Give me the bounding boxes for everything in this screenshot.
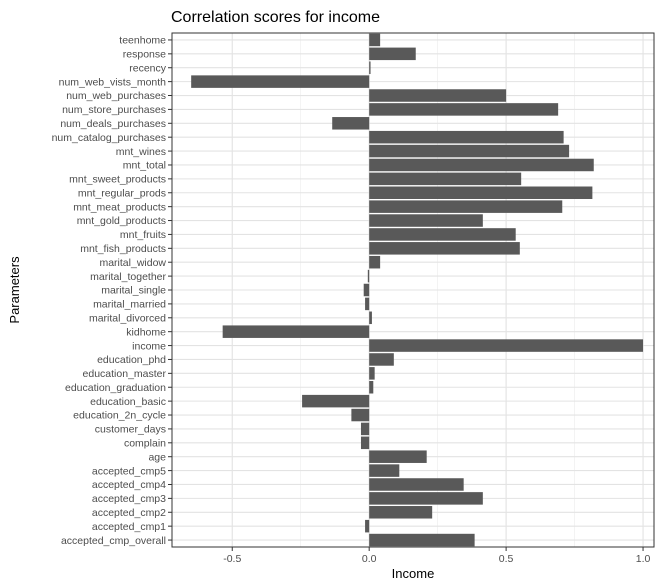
y-tick-label: accepted_cmp4 [92, 479, 166, 491]
bar-mnt_gold_products [369, 214, 483, 227]
bar-num_web_vists_month [191, 75, 370, 88]
y-tick-label: accepted_cmp1 [92, 521, 166, 533]
bar-marital_divorced [369, 311, 372, 325]
bar-accepted_cmp2 [369, 506, 433, 519]
bar-accepted_cmp1 [365, 519, 370, 533]
y-tick-label: education_2n_cycle [73, 410, 166, 422]
bar-mnt_wines [369, 144, 570, 158]
bar-mnt_fish_products [369, 242, 520, 255]
bar-num_catalog_purchases [369, 130, 564, 144]
y-axis-title: Parameters [7, 256, 22, 324]
y-tick-label: teenhome [119, 35, 166, 47]
x-axis-ticks: -0.5 0.0 0.5 1.0 [223, 547, 650, 565]
y-tick-label: accepted_cmp5 [92, 465, 166, 477]
bar-mnt_sweet_products [369, 172, 522, 186]
y-tick-label: mnt_fish_products [80, 243, 166, 255]
x-axis-title: Income [392, 566, 435, 581]
y-tick-label: mnt_meat_products [73, 201, 166, 213]
bar-mnt_total [369, 158, 594, 172]
y-tick-label: recency [129, 62, 167, 74]
bar-education_basic [302, 394, 370, 408]
y-tick-label: mnt_gold_products [77, 215, 166, 227]
y-tick-label: num_web_purchases [66, 90, 166, 102]
y-tick-label: marital_married [93, 299, 166, 311]
bar-education_graduation [369, 380, 374, 394]
y-tick-label: education_basic [90, 396, 166, 408]
bar-kidhome [222, 325, 370, 338]
y-tick-label: marital_single [101, 285, 166, 297]
y-tick-label: education_graduation [65, 382, 166, 394]
bar-customer_days [360, 422, 370, 436]
y-tick-label: num_store_purchases [62, 104, 166, 116]
bar-teenhome [369, 33, 381, 47]
y-tick-label: mnt_wines [116, 146, 166, 158]
y-tick-label: mnt_fruits [120, 229, 166, 241]
y-tick-label: kidhome [126, 326, 166, 338]
y-tick-label: mnt_sweet_products [69, 174, 166, 186]
bar-accepted_cmp4 [369, 478, 464, 491]
y-tick-label: income [132, 340, 166, 352]
y-tick-label: education_phd [97, 354, 166, 366]
bar-marital_widow [369, 255, 381, 269]
bar-marital_single [363, 283, 370, 297]
plot-border [171, 32, 655, 548]
bar-mnt_fruits [369, 228, 516, 241]
x-tick-label: -0.5 [223, 553, 241, 565]
chart-title: Correlation scores for income [171, 9, 380, 26]
bar-num_web_purchases [369, 89, 507, 102]
y-tick-label: marital_divorced [89, 312, 166, 324]
bar-marital_married [365, 297, 370, 311]
bar-age [369, 450, 427, 463]
y-tick-label: mnt_regular_prods [78, 187, 166, 199]
x-tick-label: 0.5 [499, 553, 514, 565]
y-tick-label: marital_together [90, 271, 166, 283]
bar-education_2n_cycle [351, 408, 370, 422]
x-tick-label: 1.0 [636, 553, 651, 565]
y-tick-label: age [148, 451, 166, 463]
x-tick-label: 0.0 [362, 553, 377, 565]
bar-marital_together [367, 269, 370, 283]
bar-response [369, 47, 416, 61]
bar-accepted_cmp5 [369, 464, 400, 477]
bar-education_phd [369, 353, 394, 366]
y-tick-label: education_master [83, 368, 167, 380]
y-tick-label: marital_widow [99, 257, 166, 269]
y-tick-label: accepted_cmp3 [92, 493, 166, 505]
y-tick-label: mnt_total [123, 160, 166, 172]
bar-mnt_meat_products [369, 200, 563, 213]
y-tick-label: response [123, 49, 166, 61]
bar-accepted_cmp_overall [369, 533, 475, 547]
bar-num_store_purchases [369, 103, 559, 116]
bar-mnt_regular_prods [369, 186, 593, 200]
y-tick-label: num_catalog_purchases [52, 132, 166, 144]
bar-accepted_cmp3 [369, 492, 483, 505]
y-tick-label: customer_days [95, 424, 166, 436]
y-tick-label: accepted_cmp2 [92, 507, 166, 519]
y-tick-label: num_web_vists_month [59, 76, 167, 88]
bar-income [369, 339, 644, 352]
y-tick-label: num_deals_purchases [60, 118, 166, 130]
bars [191, 33, 644, 547]
y-tick-label: accepted_cmp_overall [61, 535, 166, 547]
bar-education_master [369, 367, 375, 380]
bar-num_deals_purchases [332, 117, 370, 130]
bar-complain [360, 436, 370, 450]
y-tick-label: complain [124, 438, 166, 450]
bar-recency [369, 61, 371, 74]
